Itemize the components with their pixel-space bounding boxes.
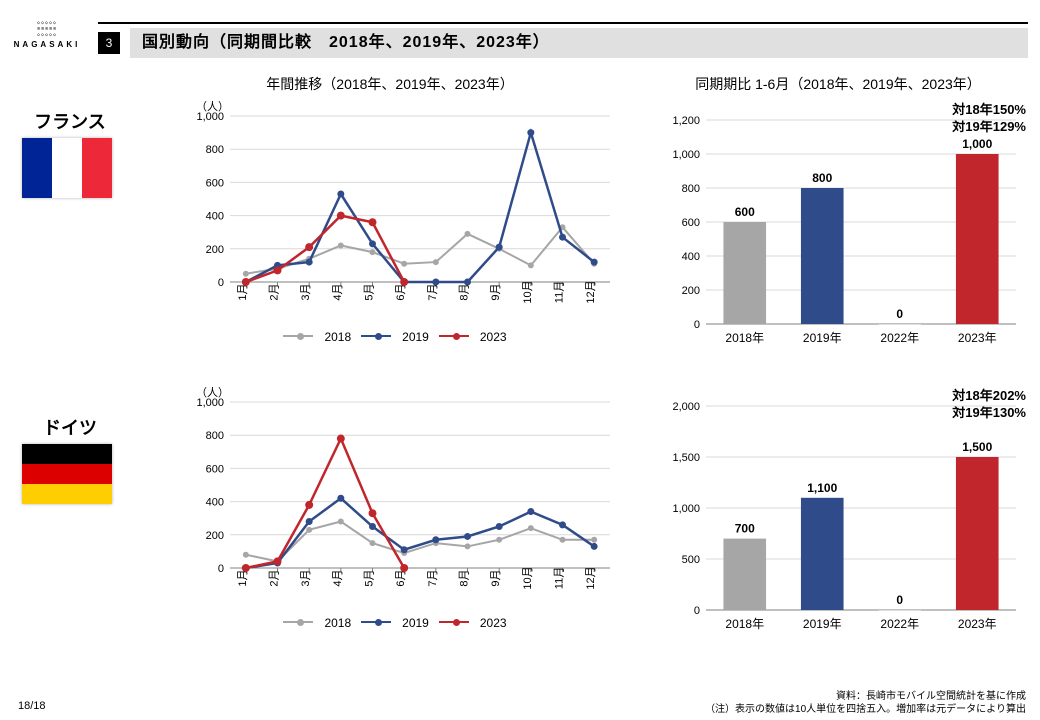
section-number: 3 bbox=[98, 32, 120, 54]
svg-text:9月: 9月 bbox=[490, 283, 502, 300]
svg-text:1,000: 1,000 bbox=[196, 397, 224, 409]
svg-text:7月: 7月 bbox=[427, 283, 439, 300]
svg-text:1,500: 1,500 bbox=[962, 440, 992, 454]
svg-text:11月: 11月 bbox=[554, 567, 566, 589]
svg-text:2月: 2月 bbox=[269, 569, 281, 586]
svg-text:3月: 3月 bbox=[300, 283, 312, 300]
svg-text:800: 800 bbox=[812, 171, 832, 185]
svg-text:600: 600 bbox=[682, 217, 700, 229]
logo: ◇◇◇◇◇≋≋≋≋≋◇◇◇◇◇ NAGASAKI bbox=[12, 20, 82, 60]
svg-text:200: 200 bbox=[206, 244, 224, 256]
svg-text:200: 200 bbox=[206, 530, 224, 542]
svg-text:10月: 10月 bbox=[522, 280, 534, 303]
svg-text:10月: 10月 bbox=[522, 566, 534, 589]
svg-text:400: 400 bbox=[682, 251, 700, 263]
svg-text:5月: 5月 bbox=[364, 283, 376, 300]
svg-text:600: 600 bbox=[206, 177, 224, 189]
svg-text:4月: 4月 bbox=[332, 569, 344, 586]
barchart-france: 0 200 400 600 800 1,000 1,200 600 2018年 800 2019年 0… bbox=[650, 98, 1026, 352]
page-title: 国別動向（同期間比較 2018年、2019年、2023年） bbox=[130, 28, 1028, 58]
svg-text:2019年: 2019年 bbox=[803, 617, 842, 631]
svg-text:700: 700 bbox=[735, 522, 755, 536]
svg-text:800: 800 bbox=[206, 430, 224, 442]
flag-france bbox=[22, 138, 112, 198]
svg-text:2022年: 2022年 bbox=[880, 331, 919, 345]
svg-text:400: 400 bbox=[206, 497, 224, 509]
footer-note-text: （注）表示の数値は10人単位を四捨五入。増加率は元データにより算出 bbox=[705, 704, 1026, 715]
svg-text:0: 0 bbox=[694, 605, 700, 617]
svg-text:1,000: 1,000 bbox=[196, 111, 224, 123]
linechart-france: 0 200 400 600 800 1,000 1月 2月 3月 4月 5月 6月 7月 8月 9月 10月 1… bbox=[160, 98, 620, 328]
svg-text:2018年: 2018年 bbox=[725, 617, 764, 631]
logo-pattern: ◇◇◇◇◇≋≋≋≋≋◇◇◇◇◇ bbox=[12, 20, 82, 38]
svg-text:2022年: 2022年 bbox=[880, 617, 919, 631]
svg-text:1,000: 1,000 bbox=[672, 149, 700, 161]
svg-text:1月: 1月 bbox=[237, 569, 249, 586]
svg-text:2月: 2月 bbox=[269, 283, 281, 300]
svg-text:8月: 8月 bbox=[459, 283, 471, 300]
svg-text:12月: 12月 bbox=[585, 280, 597, 303]
svg-text:2,000: 2,000 bbox=[672, 401, 700, 413]
legend-germany: 201820192023 bbox=[160, 616, 620, 630]
svg-text:1,000: 1,000 bbox=[962, 137, 992, 151]
svg-text:800: 800 bbox=[682, 183, 700, 195]
svg-text:200: 200 bbox=[682, 285, 700, 297]
svg-text:1,000: 1,000 bbox=[672, 503, 700, 515]
svg-text:0: 0 bbox=[694, 319, 700, 331]
footer-page: 18/18 bbox=[18, 700, 46, 712]
svg-text:8月: 8月 bbox=[459, 569, 471, 586]
country-label-france: フランス bbox=[20, 108, 120, 134]
svg-text:0: 0 bbox=[896, 593, 903, 607]
svg-text:4月: 4月 bbox=[332, 283, 344, 300]
svg-text:7月: 7月 bbox=[427, 569, 439, 586]
svg-text:600: 600 bbox=[206, 463, 224, 475]
flag-germany bbox=[22, 444, 112, 504]
linechart-title-france: 年間推移（2018年、2019年、2023年） bbox=[160, 74, 620, 94]
svg-text:2023年: 2023年 bbox=[958, 617, 997, 631]
svg-text:2019年: 2019年 bbox=[803, 331, 842, 345]
footer-source: 資料：長崎市モバイル空間統計を基に作成 bbox=[836, 691, 1026, 702]
svg-text:1,100: 1,100 bbox=[807, 481, 837, 495]
svg-text:500: 500 bbox=[682, 554, 700, 566]
country-label-germany: ドイツ bbox=[20, 414, 120, 440]
top-rule bbox=[98, 22, 1028, 24]
svg-text:2023年: 2023年 bbox=[958, 331, 997, 345]
svg-text:0: 0 bbox=[896, 307, 903, 321]
svg-text:6月: 6月 bbox=[395, 283, 407, 300]
svg-text:0: 0 bbox=[218, 277, 224, 289]
footer-note: 資料：長崎市モバイル空間統計を基に作成 （注）表示の数値は10人単位を四捨五入。… bbox=[705, 690, 1026, 716]
svg-text:400: 400 bbox=[206, 211, 224, 223]
svg-text:2018年: 2018年 bbox=[725, 331, 764, 345]
row-germany: ドイツ （人） 02004006008001,0001月2月3月4月5月6月7月… bbox=[0, 374, 1040, 674]
svg-text:1,500: 1,500 bbox=[672, 452, 700, 464]
svg-text:9月: 9月 bbox=[490, 569, 502, 586]
svg-text:1,200: 1,200 bbox=[672, 115, 700, 127]
barchart-germany: 0 500 1,000 1,500 2,000 700 2018年 1,100 2019年 0 20… bbox=[650, 384, 1026, 638]
svg-text:600: 600 bbox=[735, 205, 755, 219]
svg-text:12月: 12月 bbox=[585, 566, 597, 589]
svg-text:6月: 6月 bbox=[395, 569, 407, 586]
svg-text:5月: 5月 bbox=[364, 569, 376, 586]
svg-text:1月: 1月 bbox=[237, 283, 249, 300]
svg-text:800: 800 bbox=[206, 144, 224, 156]
logo-text: NAGASAKI bbox=[12, 40, 82, 49]
svg-text:3月: 3月 bbox=[300, 569, 312, 586]
svg-text:0: 0 bbox=[218, 563, 224, 575]
svg-text:11月: 11月 bbox=[554, 281, 566, 303]
linechart-germany: 0 200 400 600 800 1,000 1月 2月 3月 4月 5月 6月 7月 8月 9月 10月 1… bbox=[160, 384, 620, 614]
row-france: フランス 年間推移（2018年、2019年、2023年） （人） 0200400… bbox=[0, 68, 1040, 368]
legend-france: 201820192023 bbox=[160, 330, 620, 344]
barchart-title-france: 同期期比 1-6月（2018年、2019年、2023年） bbox=[650, 74, 1026, 94]
